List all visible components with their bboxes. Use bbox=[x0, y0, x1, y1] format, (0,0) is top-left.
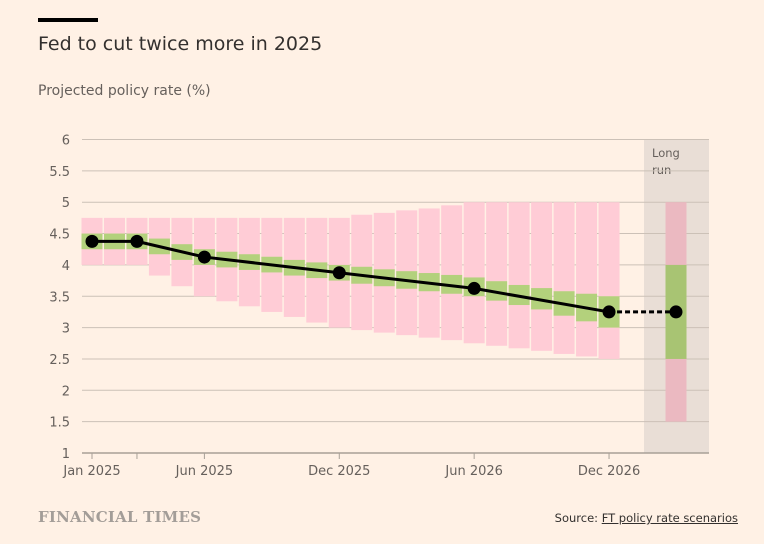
outer-range-bar bbox=[531, 202, 553, 351]
financial-times-logo: FINANCIAL TIMES bbox=[38, 508, 202, 526]
y-tick-label: 6 bbox=[62, 134, 70, 149]
long-run-marker bbox=[669, 305, 683, 319]
projection-marker bbox=[332, 266, 346, 280]
y-tick-label: 2 bbox=[62, 384, 70, 399]
outer-range-bar bbox=[486, 202, 508, 346]
y-tick-label: 3.5 bbox=[49, 290, 70, 305]
projection-marker bbox=[197, 250, 211, 264]
outer-range-bar bbox=[553, 202, 575, 354]
outer-range-bar bbox=[508, 202, 530, 349]
y-tick-label: 1.5 bbox=[49, 416, 70, 431]
y-tick-label: 4 bbox=[62, 259, 70, 274]
long-run-label-line2: run bbox=[652, 163, 671, 177]
outer-range-bar bbox=[463, 202, 485, 344]
y-tick-label: 1 bbox=[62, 447, 70, 462]
x-tick-label: Jun 2025 bbox=[175, 464, 234, 479]
outer-range-bar bbox=[598, 202, 620, 359]
source-link[interactable]: FT policy rate scenarios bbox=[601, 511, 738, 525]
x-tick-label: Jun 2026 bbox=[444, 464, 503, 479]
source-note: Source: FT policy rate scenarios bbox=[555, 511, 738, 525]
outer-range-bar bbox=[441, 205, 463, 341]
title-accent-bar bbox=[38, 18, 98, 22]
projection-marker bbox=[602, 305, 616, 319]
central-projection-line bbox=[92, 239, 610, 314]
x-tick-label: Jan 2025 bbox=[62, 464, 120, 479]
y-tick-label: 5.5 bbox=[49, 165, 70, 180]
projection-marker bbox=[130, 234, 144, 248]
projection-marker bbox=[467, 281, 481, 295]
y-tick-label: 4.5 bbox=[49, 228, 70, 243]
long-run-label-line1: Long bbox=[652, 146, 680, 160]
projection-marker bbox=[85, 234, 99, 248]
x-tick-label: Dec 2025 bbox=[308, 464, 370, 479]
chart-subtitle: Projected policy rate (%) bbox=[38, 83, 211, 99]
y-tick-label: 2.5 bbox=[49, 353, 70, 368]
y-tick-label: 5 bbox=[62, 196, 70, 211]
outer-range-bar bbox=[576, 202, 598, 357]
chart-title: Fed to cut twice more in 2025 bbox=[38, 33, 323, 55]
y-tick-label: 3 bbox=[62, 322, 70, 337]
source-prefix: Source: bbox=[554, 511, 602, 525]
x-tick-label: Dec 2026 bbox=[578, 464, 640, 479]
